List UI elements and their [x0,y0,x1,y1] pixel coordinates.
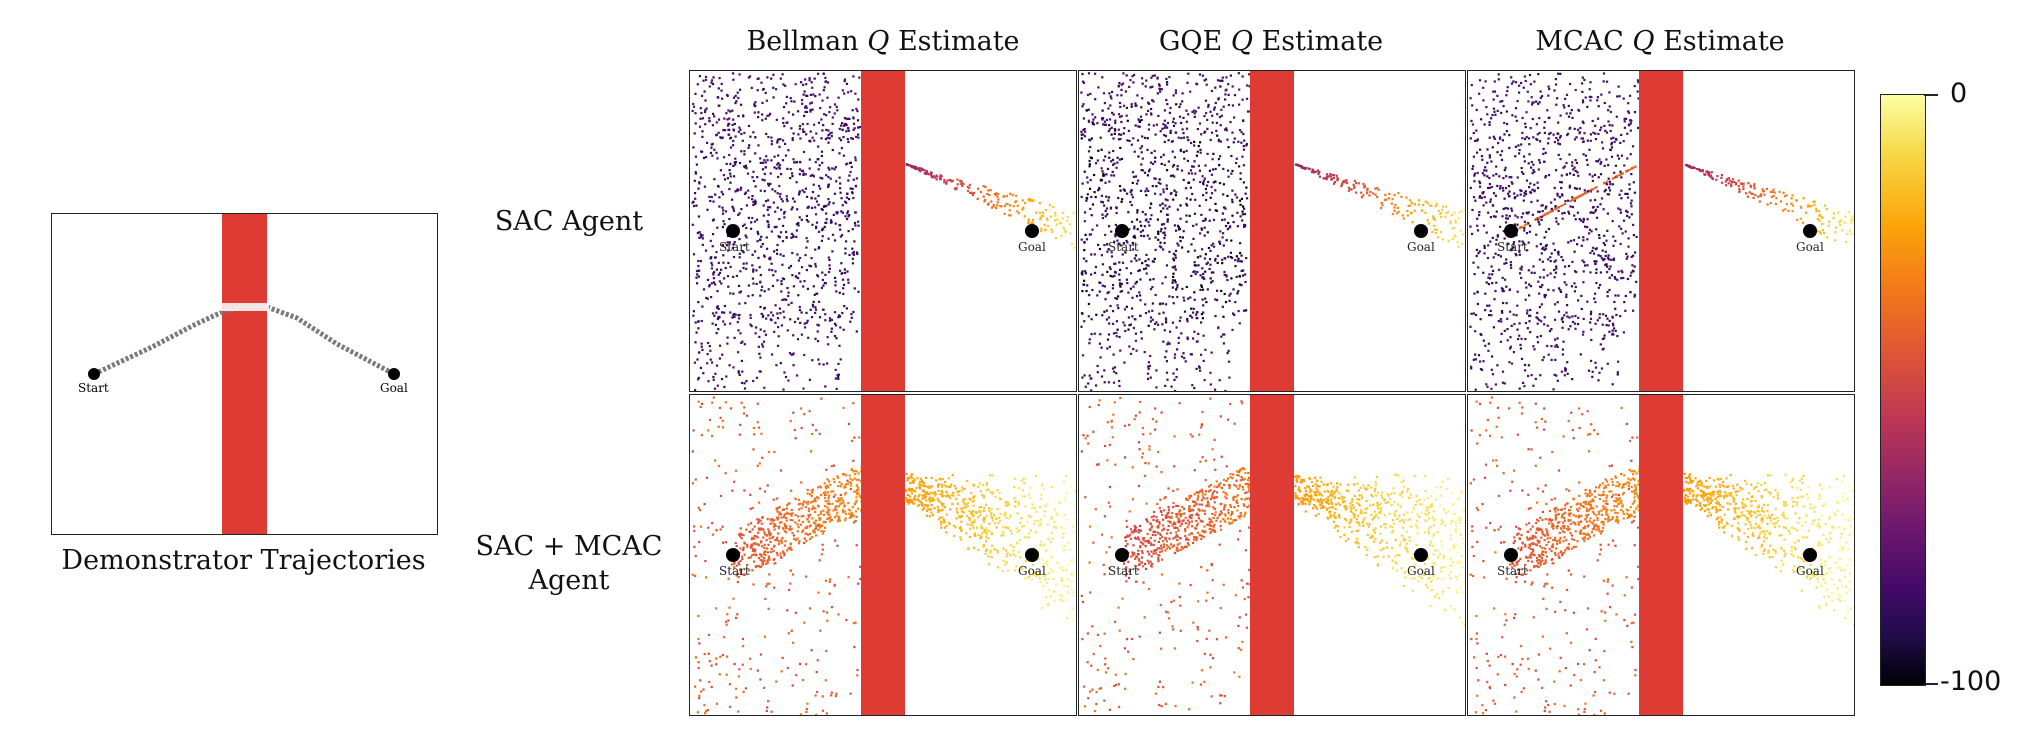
start-marker [1115,548,1129,562]
panel-sacmcac-gqe: Start Goal [1078,394,1466,716]
column-title-gqe: GQE Q Estimate [1158,26,1384,57]
panel-sac-bellman: Start Goal [689,70,1077,392]
demonstrator-caption: Demonstrator Trajectories [61,545,426,576]
goal-label: Goal [1407,564,1435,578]
start-marker [88,368,100,380]
goal-marker [1803,548,1817,562]
row-label-sac: SAC Agent [494,206,644,237]
scatter-points [1469,72,1854,391]
colorbar-tick-top [1924,94,1938,96]
goal-marker [1414,548,1428,562]
start-label: Start [1108,564,1139,578]
panel-sac-mcac: Start Goal [1467,70,1855,392]
start-label: Start [1497,240,1528,254]
demonstrator-plot: Start Goal [78,214,408,534]
obstacle-wall [222,214,267,534]
start-marker [726,224,740,238]
goal-marker [1025,224,1039,238]
panel-sac-gqe: Start Goal [1078,70,1466,392]
scatter-points [1469,396,1854,715]
colorbar-min-label: -100 [1940,666,2002,697]
demo-goal-label: Goal [380,381,408,395]
demo-start-label: Start [78,381,109,395]
start-marker [1504,548,1518,562]
goal-label: Goal [1407,240,1435,254]
panel-sacmcac-bellman: Start Goal [689,394,1077,716]
start-label: Start [719,564,750,578]
scatter-points [691,396,1076,715]
scatter-points [691,72,1076,391]
goal-label: Goal [1796,564,1824,578]
demo-trajectory-left [92,303,268,377]
start-marker [726,548,740,562]
goal-label: Goal [1796,240,1824,254]
goal-marker [1803,224,1817,238]
start-marker [1115,224,1129,238]
row-label-sac-mcac: SAC + MCAC Agent [475,531,663,596]
obstacle-wall [861,71,905,391]
column-title-bellman: Bellman Q Estimate [746,26,1020,57]
goal-marker [388,368,400,380]
colorbar [1880,94,1926,686]
obstacle-wall [1250,71,1294,391]
demo-gap-highlight [220,303,269,311]
demonstrator-panel: Start Goal [51,213,438,535]
goal-marker [1414,224,1428,238]
start-marker [1504,224,1518,238]
goal-label: Goal [1018,240,1046,254]
colorbar-tick-bottom [1924,683,1938,685]
colorbar-max-label: 0 [1950,78,1968,109]
obstacle-wall [1639,395,1683,715]
panel-sacmcac-mcac: Start Goal [1467,394,1855,716]
column-title-mcac: MCAC Q Estimate [1535,26,1785,57]
obstacle-wall [861,395,905,715]
goal-marker [1025,548,1039,562]
obstacle-wall [1250,395,1294,715]
start-label: Start [1108,240,1139,254]
goal-label: Goal [1018,564,1046,578]
scatter-points [1080,396,1465,713]
start-label: Start [1497,564,1528,578]
demo-trajectory-right [266,304,396,377]
start-label: Start [719,240,750,254]
obstacle-wall [1639,71,1683,391]
